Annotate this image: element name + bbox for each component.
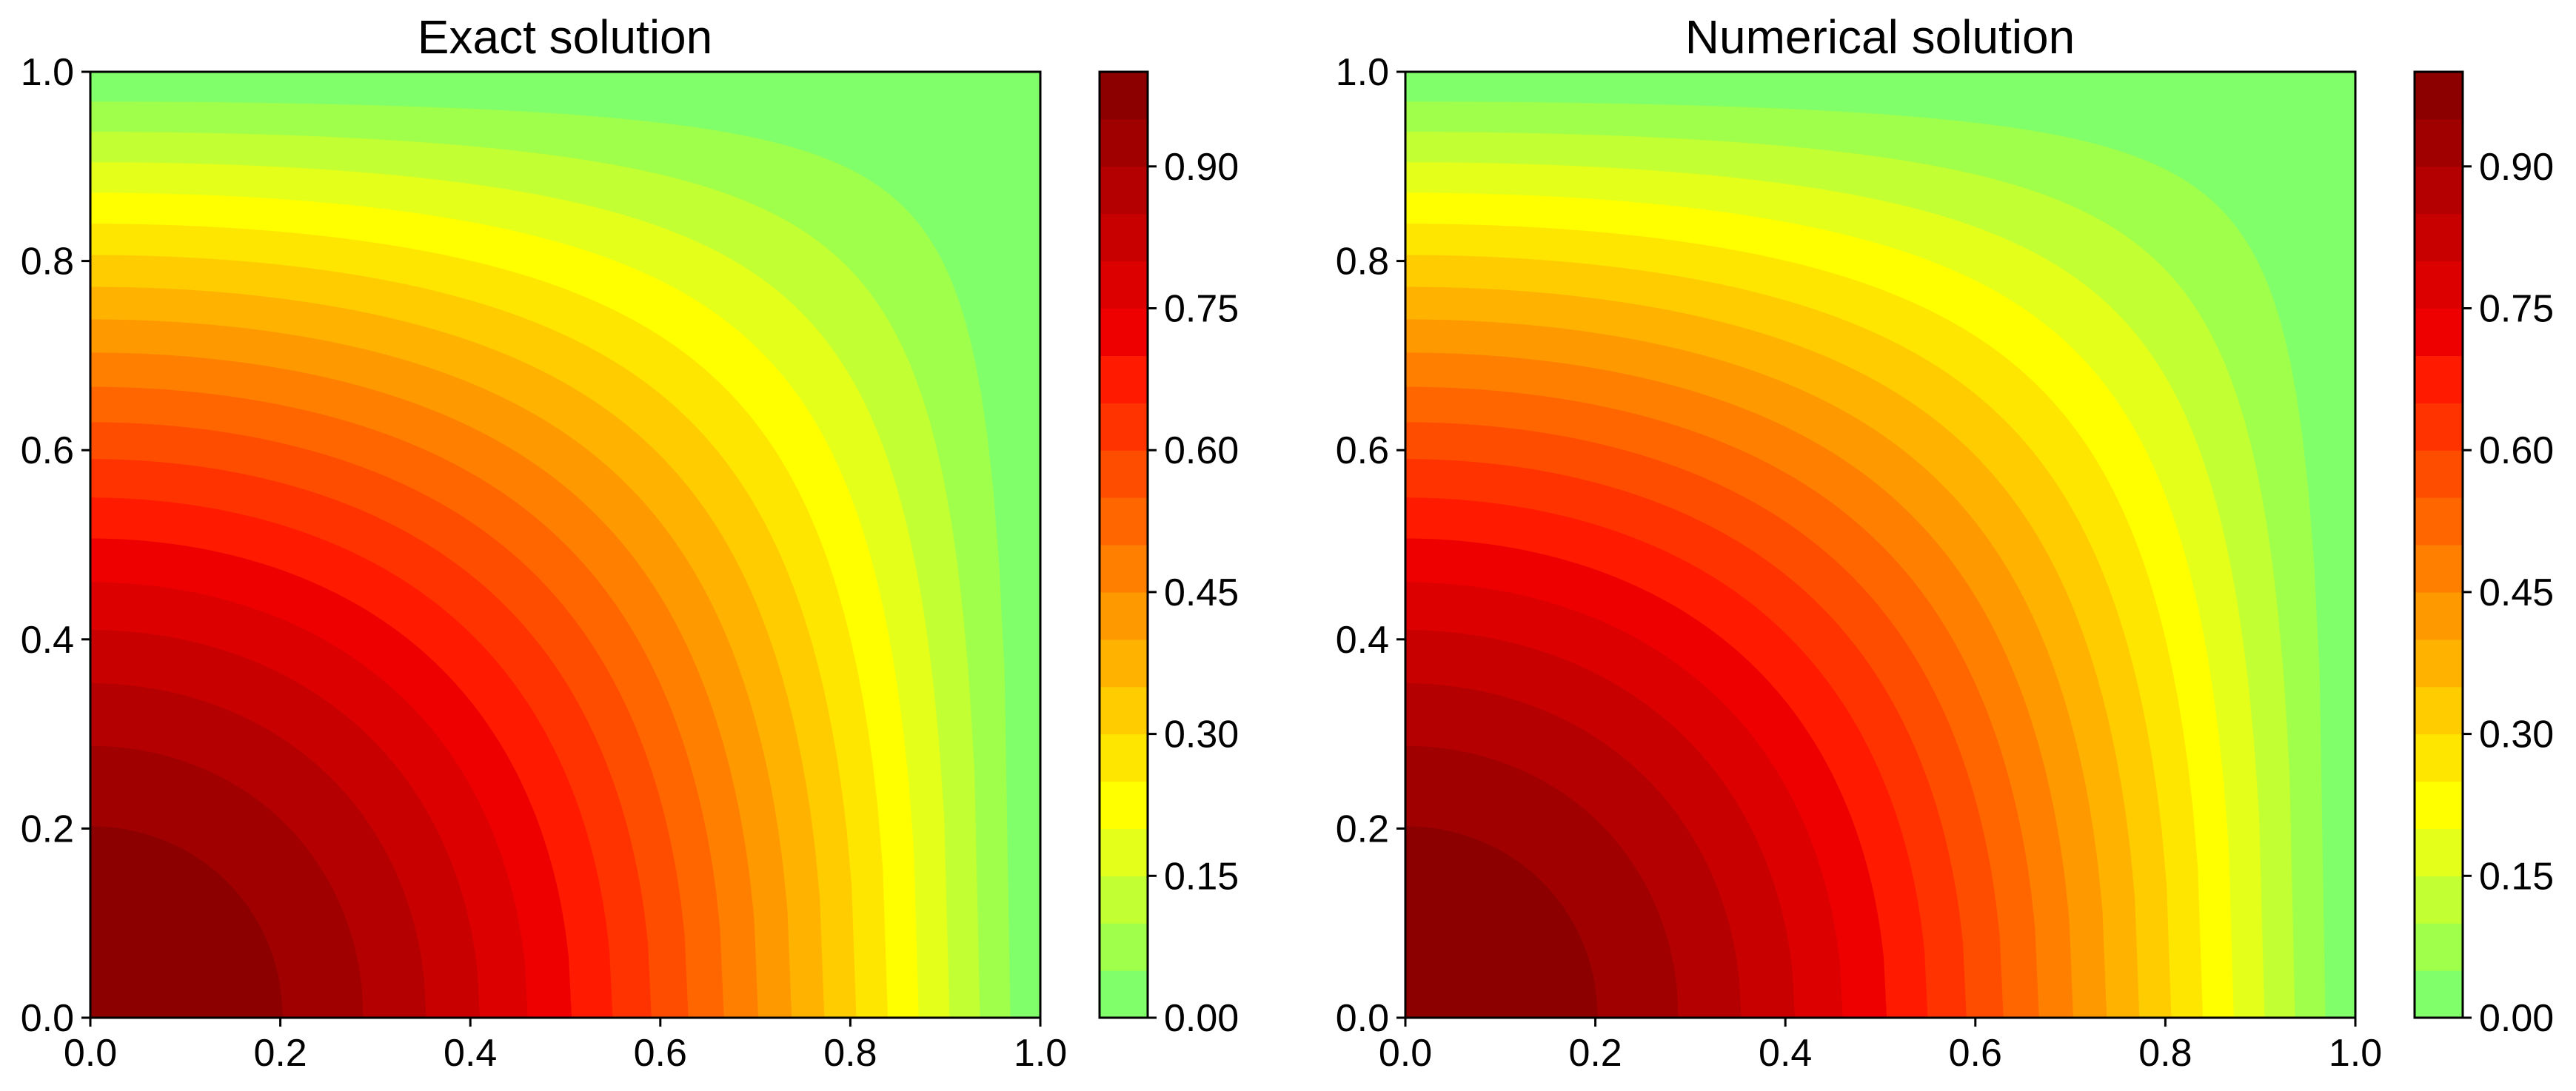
colorbar-swatch xyxy=(1100,828,1148,876)
contour-plot-area: 0.0 0.2 0.4 0.6 0.8 1.0 0.0 0.2 0.4 0.6 0.8 1.0 xyxy=(1336,51,2382,1075)
colorbar-swatch xyxy=(1100,686,1148,735)
colorbar-swatch xyxy=(1100,72,1148,120)
x-tick-label: 0.2 xyxy=(1568,1032,1622,1075)
colorbar-tick-label: 0.45 xyxy=(1164,571,1239,614)
colorbar-swatch xyxy=(2415,72,2463,120)
colorbar-swatch xyxy=(2415,639,2463,688)
colorbar-swatch xyxy=(2415,213,2463,262)
axes-frame xyxy=(89,70,1042,1019)
x-tick-label: 0.8 xyxy=(823,1032,877,1075)
axes-frame xyxy=(1404,70,2357,1019)
colorbar-tick-label: 0.75 xyxy=(2479,288,2554,331)
colorbar-swatch xyxy=(2415,923,2463,971)
colorbar-swatch xyxy=(2415,545,2463,593)
colorbar-tick-label: 0.90 xyxy=(2479,146,2554,189)
x-tick-label: 0.0 xyxy=(1379,1032,1432,1075)
y-tick-label: 0.8 xyxy=(1336,241,1389,283)
colorbar-swatch xyxy=(1100,923,1148,971)
contour-plot-area: 0.0 0.2 0.4 0.6 0.8 1.0 0.0 0.2 0.4 0.6 0.8 1.0 xyxy=(21,51,1067,1075)
colorbar-swatch xyxy=(2415,118,2463,167)
colorbar-swatch xyxy=(1100,497,1148,546)
x-tick-label: 0.4 xyxy=(1759,1032,1812,1075)
colorbar-tick-label: 0.00 xyxy=(2479,997,2554,1040)
numerical-solution-panel: Numerical solution 0.0 0.2 0.4 0.6 0.8 1.00.0… xyxy=(1336,10,2555,1075)
x-tick-label: 0.0 xyxy=(64,1032,117,1075)
exact-solution-panel: Exact solution 0.0 0.2 0.4 0.6 0.8 1.00.00.20… xyxy=(21,10,1240,1075)
colorbar-swatch xyxy=(1100,261,1148,309)
colorbar-swatch xyxy=(1100,166,1148,215)
x-tick-label: 0.4 xyxy=(444,1032,497,1075)
y-tick-label: 0.2 xyxy=(21,808,74,850)
colorbar-swatch xyxy=(2415,261,2463,309)
colorbar-swatch xyxy=(2415,876,2463,924)
colorbar-swatch xyxy=(1100,970,1148,1018)
chart-title: Exact solution xyxy=(418,10,712,64)
colorbar-swatch xyxy=(2415,497,2463,546)
contour-field xyxy=(1405,72,2355,1018)
colorbar-tick-label: 0.30 xyxy=(1164,714,1239,756)
colorbar-swatch xyxy=(1100,308,1148,356)
colorbar-tick-label: 0.60 xyxy=(2479,429,2554,472)
colorbar-swatch xyxy=(1100,355,1148,403)
y-tick-label: 1.0 xyxy=(1336,51,1389,94)
colorbar-tick-label: 0.90 xyxy=(1164,146,1239,189)
contour-band-19 xyxy=(90,826,283,1018)
chart-title: Numerical solution xyxy=(1685,10,2075,64)
colorbar-swatch xyxy=(2415,403,2463,451)
x-tick-label: 1.0 xyxy=(1014,1032,1067,1075)
colorbar-swatch xyxy=(1100,591,1148,640)
y-tick-label: 0.6 xyxy=(1336,429,1389,472)
colorbar-swatch xyxy=(1100,734,1148,782)
colorbar-tick-label: 0.30 xyxy=(2479,714,2554,756)
colorbar-tick-label: 0.15 xyxy=(1164,855,1239,898)
y-tick-label: 0.4 xyxy=(21,619,74,662)
colorbar-tick-label: 0.75 xyxy=(1164,288,1239,331)
y-tick-label: 0.8 xyxy=(21,241,74,283)
contour-band-19 xyxy=(1405,826,1598,1018)
y-tick-label: 0.0 xyxy=(21,997,74,1040)
colorbar-tick-label: 0.60 xyxy=(1164,429,1239,472)
x-tick-label: 1.0 xyxy=(2329,1032,2382,1075)
y-tick-label: 0.6 xyxy=(21,429,74,472)
colorbar-frame xyxy=(1098,70,1149,1019)
colorbar-tick-label: 0.45 xyxy=(2479,571,2554,614)
colorbar-swatch xyxy=(2415,450,2463,498)
colorbar-swatch xyxy=(2415,308,2463,356)
contour-field xyxy=(90,72,1040,1018)
colorbar: 0.00 0.15 0.30 0.45 0.60 0.75 0.90 xyxy=(2413,70,2554,1040)
colorbar-swatch xyxy=(1100,639,1148,688)
colorbar-frame xyxy=(2413,70,2464,1019)
x-tick-label: 0.2 xyxy=(253,1032,307,1075)
y-tick-label: 1.0 xyxy=(21,51,74,94)
colorbar-swatch xyxy=(1100,876,1148,924)
colorbar-swatch xyxy=(2415,686,2463,735)
colorbar-swatch xyxy=(2415,781,2463,829)
colorbar-tick-label: 0.00 xyxy=(1164,997,1239,1040)
colorbar-swatch xyxy=(1100,450,1148,498)
colorbar-tick-label: 0.15 xyxy=(2479,855,2554,898)
colorbar-swatch xyxy=(2415,970,2463,1018)
colorbar-swatch xyxy=(1100,545,1148,593)
colorbar-swatch xyxy=(2415,355,2463,403)
colorbar-swatch xyxy=(2415,828,2463,876)
colorbar-swatch xyxy=(1100,213,1148,262)
y-tick-label: 0.2 xyxy=(1336,808,1389,850)
colorbar-swatch xyxy=(2415,166,2463,215)
x-tick-label: 0.6 xyxy=(634,1032,687,1075)
x-tick-label: 0.8 xyxy=(2138,1032,2192,1075)
colorbar-swatch xyxy=(2415,734,2463,782)
colorbar-swatch xyxy=(1100,118,1148,167)
colorbar-swatch xyxy=(1100,781,1148,829)
y-tick-label: 0.4 xyxy=(1336,619,1389,662)
x-tick-label: 0.6 xyxy=(1949,1032,2002,1075)
colorbar-swatch xyxy=(2415,591,2463,640)
colorbar: 0.00 0.15 0.30 0.45 0.60 0.75 0.90 xyxy=(1098,70,1239,1040)
y-tick-label: 0.0 xyxy=(1336,997,1389,1040)
colorbar-swatch xyxy=(1100,403,1148,451)
